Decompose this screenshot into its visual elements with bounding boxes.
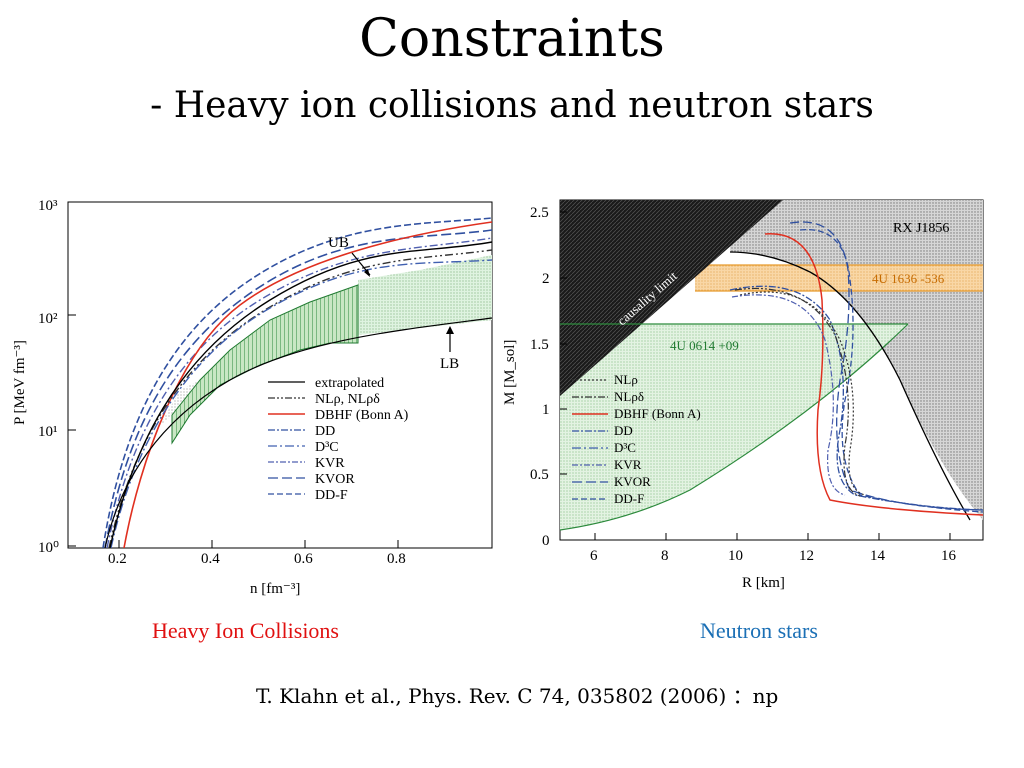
left-annotation-lb: LB xyxy=(440,356,459,372)
left-xtick-0.4: 0.4 xyxy=(201,551,220,567)
right-ytick: 2.5 xyxy=(530,205,549,221)
left-legend-item: D³C xyxy=(315,440,339,455)
right-ytick: 0.5 xyxy=(530,467,549,483)
left-legend-item: KVOR xyxy=(315,472,355,487)
slide-subtitle: - Heavy ion collisions and neutron stars xyxy=(150,85,874,126)
right-curve-nlrd xyxy=(734,287,861,497)
right-x-axis xyxy=(594,533,951,540)
neutron-star-chart: RX J1856 causality limit 4U 1636 -536 4U… xyxy=(502,199,984,591)
right-ytick: 2 xyxy=(542,271,550,287)
caption-heavy-ion: Heavy Ion Collisions xyxy=(152,618,339,643)
caption-neutron-stars: Neutron stars xyxy=(700,618,818,643)
right-annotation-rxj1856: RX J1856 xyxy=(893,221,949,236)
left-x-axis xyxy=(118,540,399,548)
right-legend-item: DD xyxy=(614,423,633,438)
right-4u1636-band xyxy=(695,265,983,291)
left-ytick-100: 10² xyxy=(38,311,58,327)
right-y-axis xyxy=(560,211,567,541)
right-curve-dbhf xyxy=(764,233,983,516)
right-legend-item: NLρ xyxy=(614,372,638,387)
left-xtick-0.2: 0.2 xyxy=(108,551,127,567)
right-xtick: 8 xyxy=(661,548,669,564)
left-annotation-ub: UB xyxy=(328,235,349,251)
right-xtick: 6 xyxy=(590,548,598,564)
left-legend-item: KVR xyxy=(315,456,345,471)
right-causality-region xyxy=(560,200,783,396)
left-y-axis xyxy=(68,201,76,547)
right-ytick: 1 xyxy=(542,402,550,418)
right-legend-item: DBHF (Bonn A) xyxy=(614,406,701,421)
left-ytick-10: 10¹ xyxy=(38,424,58,440)
right-curve-nl xyxy=(739,291,866,496)
right-annotation-4u1636: 4U 1636 -536 xyxy=(872,271,945,286)
right-legend-item: NLρδ xyxy=(614,389,644,404)
left-arrowhead-ub xyxy=(364,269,370,277)
right-rxj1856-curve xyxy=(729,251,971,521)
right-curve-kvor xyxy=(789,221,983,511)
left-legend-item: NLρ, NLρδ xyxy=(315,392,380,407)
left-arrowhead-lb xyxy=(446,326,454,334)
left-ylabel: P [MeV fm⁻³] xyxy=(12,340,28,425)
left-ytick-1: 10⁰ xyxy=(38,540,59,556)
left-curve-dbhf xyxy=(123,221,492,548)
left-curve-lower xyxy=(104,317,492,548)
right-xtick: 14 xyxy=(870,548,886,564)
left-green-dotted-region xyxy=(358,255,492,335)
right-xtick: 12 xyxy=(799,548,814,564)
right-legend-item: DD-F xyxy=(614,491,644,506)
right-xlabel: R [km] xyxy=(742,575,785,591)
left-curve-kvor xyxy=(104,229,492,548)
left-curve-d3c xyxy=(110,259,492,548)
left-legend-item: extrapolated xyxy=(315,376,384,391)
right-legend-item: KVR xyxy=(614,457,642,472)
left-plot-frame xyxy=(67,201,493,549)
right-ytick: 1.5 xyxy=(530,337,549,353)
left-curve-dd-f xyxy=(102,217,492,548)
left-legend xyxy=(268,381,305,495)
right-annotation-4u0614: 4U 0614 +09 xyxy=(670,338,739,353)
left-legend-item: DBHF (Bonn A) xyxy=(315,408,409,423)
left-xlabel: n [fm⁻³] xyxy=(250,581,300,597)
right-curve-kvr xyxy=(731,294,846,496)
right-ylabel: M [M_sol] xyxy=(502,340,518,405)
right-legend-item: KVOR xyxy=(614,474,651,489)
right-legend xyxy=(572,379,608,500)
right-ytick: 0 xyxy=(542,533,550,549)
left-legend-item: DD-F xyxy=(315,488,348,503)
left-xtick-0.8: 0.8 xyxy=(387,551,406,567)
left-ytick-1000: 10³ xyxy=(38,198,58,214)
right-xtick: 10 xyxy=(728,548,743,564)
heavy-ion-chart: 10³ 10² 10¹ 10⁰ 0.2 0.4 0.6 0.8 n [fm⁻³]… xyxy=(12,198,493,597)
right-xtick: 16 xyxy=(941,548,957,564)
slide-title: Constraints xyxy=(359,9,665,69)
left-curve-kvr xyxy=(106,237,492,548)
left-curve-extrapolated xyxy=(109,241,492,548)
citation: T. Klahn et al., Phys. Rev. C 74, 035802… xyxy=(256,684,779,708)
right-curve-dd xyxy=(729,285,983,511)
left-legend-item: DD xyxy=(315,424,335,439)
right-legend-item: D³C xyxy=(614,440,636,455)
left-xtick-0.6: 0.6 xyxy=(294,551,313,567)
